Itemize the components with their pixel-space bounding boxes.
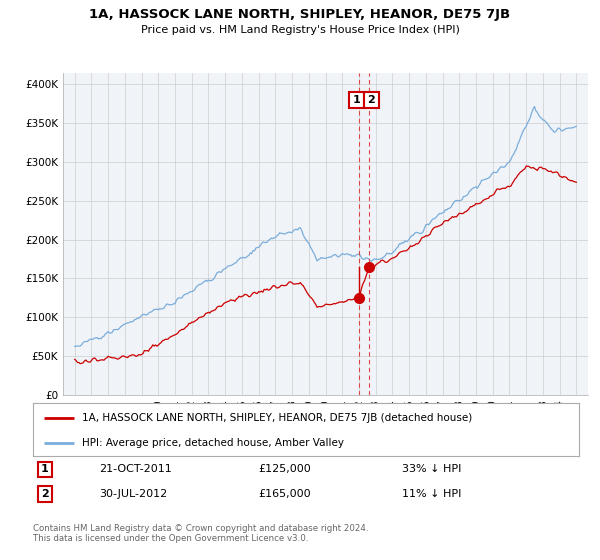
Text: Price paid vs. HM Land Registry's House Price Index (HPI): Price paid vs. HM Land Registry's House … — [140, 25, 460, 35]
Text: £125,000: £125,000 — [258, 464, 311, 474]
Text: 1A, HASSOCK LANE NORTH, SHIPLEY, HEANOR, DE75 7JB (detached house): 1A, HASSOCK LANE NORTH, SHIPLEY, HEANOR,… — [82, 413, 472, 423]
Text: 21-OCT-2011: 21-OCT-2011 — [99, 464, 172, 474]
Text: 1A, HASSOCK LANE NORTH, SHIPLEY, HEANOR, DE75 7JB: 1A, HASSOCK LANE NORTH, SHIPLEY, HEANOR,… — [89, 8, 511, 21]
Text: 2: 2 — [368, 95, 376, 105]
Text: 1: 1 — [41, 464, 49, 474]
Text: 33% ↓ HPI: 33% ↓ HPI — [402, 464, 461, 474]
Text: 11% ↓ HPI: 11% ↓ HPI — [402, 489, 461, 499]
Text: 2: 2 — [41, 489, 49, 499]
Text: £165,000: £165,000 — [258, 489, 311, 499]
Text: 30-JUL-2012: 30-JUL-2012 — [99, 489, 167, 499]
Text: HPI: Average price, detached house, Amber Valley: HPI: Average price, detached house, Ambe… — [82, 438, 344, 448]
Text: 1: 1 — [353, 95, 361, 105]
Text: Contains HM Land Registry data © Crown copyright and database right 2024.
This d: Contains HM Land Registry data © Crown c… — [33, 524, 368, 543]
